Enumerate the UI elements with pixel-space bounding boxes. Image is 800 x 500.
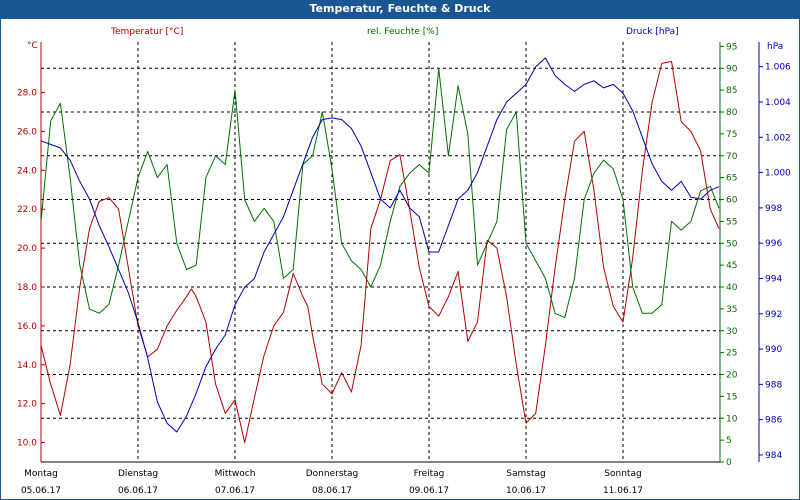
humidity-line [40, 67, 720, 319]
x-day-label: Samstag [506, 469, 545, 479]
axes [40, 42, 763, 463]
humidity-tick-label: 95 [726, 42, 737, 52]
temperature-tick-label: 12.0 [17, 400, 37, 410]
humidity-tick-label: 5 [726, 436, 732, 446]
x-date-label: 06.06.17 [118, 486, 158, 496]
temperature-line [40, 60, 720, 444]
window-title: Temperatur, Feuchte & Druck [0, 0, 800, 18]
weather-chart: 10.0 12.0 14.0 16.0 18.0 20.0 22.0 24.0 26.0 28.0… [17, 27, 791, 496]
pressure-series-label: Druck [hPa] [626, 27, 679, 37]
x-day-label: Sonntag [604, 469, 641, 479]
temperature-tick-label: 24.0 [17, 166, 37, 176]
humidity-tick-label: 75 [726, 130, 737, 140]
pressure-tick-label: 1.004 [765, 98, 791, 108]
pressure-tick-label: 1.006 [765, 63, 791, 73]
series-layer [40, 57, 720, 444]
humidity-tick-label: 70 [726, 152, 738, 162]
humidity-tick-label: 55 [726, 217, 737, 227]
pressure-tick-label: 998 [765, 204, 782, 214]
x-day-label: Freitag [414, 469, 445, 479]
temperature-tick-label: 16.0 [17, 322, 37, 332]
x-day-label: Mittwoch [215, 469, 256, 479]
temperature-unit-label: °C [27, 41, 38, 51]
pressure-tick-label: 988 [765, 380, 782, 390]
humidity-tick-label: 20 [726, 371, 738, 381]
x-day-label: Montag [24, 469, 58, 479]
humidity-series-label: rel. Feuchte [%] [367, 27, 438, 37]
temperature-tick-label: 26.0 [17, 127, 37, 137]
humidity-tick-label: 50 [726, 239, 738, 249]
x-day-label: Dienstag [118, 469, 158, 479]
temperature-tick-label: 22.0 [17, 205, 37, 215]
temperature-tick-label: 10.0 [17, 439, 37, 449]
pressure-tick-label: 996 [765, 239, 782, 249]
x-day-label: Donnerstag [306, 469, 359, 479]
temperature-tick-label: 20.0 [17, 244, 37, 254]
humidity-tick-label: 30 [726, 327, 738, 337]
humidity-tick-label: 60 [726, 196, 738, 206]
humidity-tick-label: 35 [726, 305, 737, 315]
humidity-tick-label: 15 [726, 392, 737, 402]
pressure-tick-label: 994 [765, 274, 782, 284]
humidity-tick-label: 85 [726, 86, 737, 96]
pressure-tick-label: 986 [765, 416, 782, 426]
x-date-label: 05.06.17 [21, 486, 61, 496]
humidity-tick-label: 80 [726, 108, 738, 118]
humidity-tick-label: 0 [726, 458, 732, 468]
pressure-tick-label: 990 [765, 345, 782, 355]
pressure-tick-label: 992 [765, 310, 782, 320]
pressure-tick-label: 1.000 [765, 169, 791, 179]
x-date-label: 09.06.17 [409, 486, 449, 496]
temperature-tick-label: 28.0 [17, 89, 37, 99]
temperature-series-label: Temperatur [°C] [110, 27, 183, 37]
pressure-unit-label: hPa [767, 42, 783, 52]
chart-frame: 10.0 12.0 14.0 16.0 18.0 20.0 22.0 24.0 26.0 28.0… [0, 18, 800, 500]
humidity-tick-label: 10 [726, 414, 738, 424]
x-date-label: 10.06.17 [506, 486, 546, 496]
temperature-tick-label: 14.0 [17, 361, 37, 371]
x-date-label: 07.06.17 [215, 486, 255, 496]
temperature-tick-label: 18.0 [17, 283, 37, 293]
humidity-tick-label: 90 [726, 64, 738, 74]
humidity-tick-label: 45 [726, 261, 737, 271]
pressure-tick-label: 1.002 [765, 133, 791, 143]
pressure-line [40, 57, 720, 433]
axis-labels: 10.0 12.0 14.0 16.0 18.0 20.0 22.0 24.0 26.0 28.0… [17, 27, 791, 496]
x-date-label: 08.06.17 [312, 486, 352, 496]
humidity-tick-label: 40 [726, 283, 738, 293]
x-date-label: 11.06.17 [603, 486, 643, 496]
pressure-tick-label: 984 [765, 451, 782, 461]
humidity-tick-label: 65 [726, 174, 737, 184]
grid [41, 42, 720, 462]
humidity-tick-label: 25 [726, 349, 737, 359]
